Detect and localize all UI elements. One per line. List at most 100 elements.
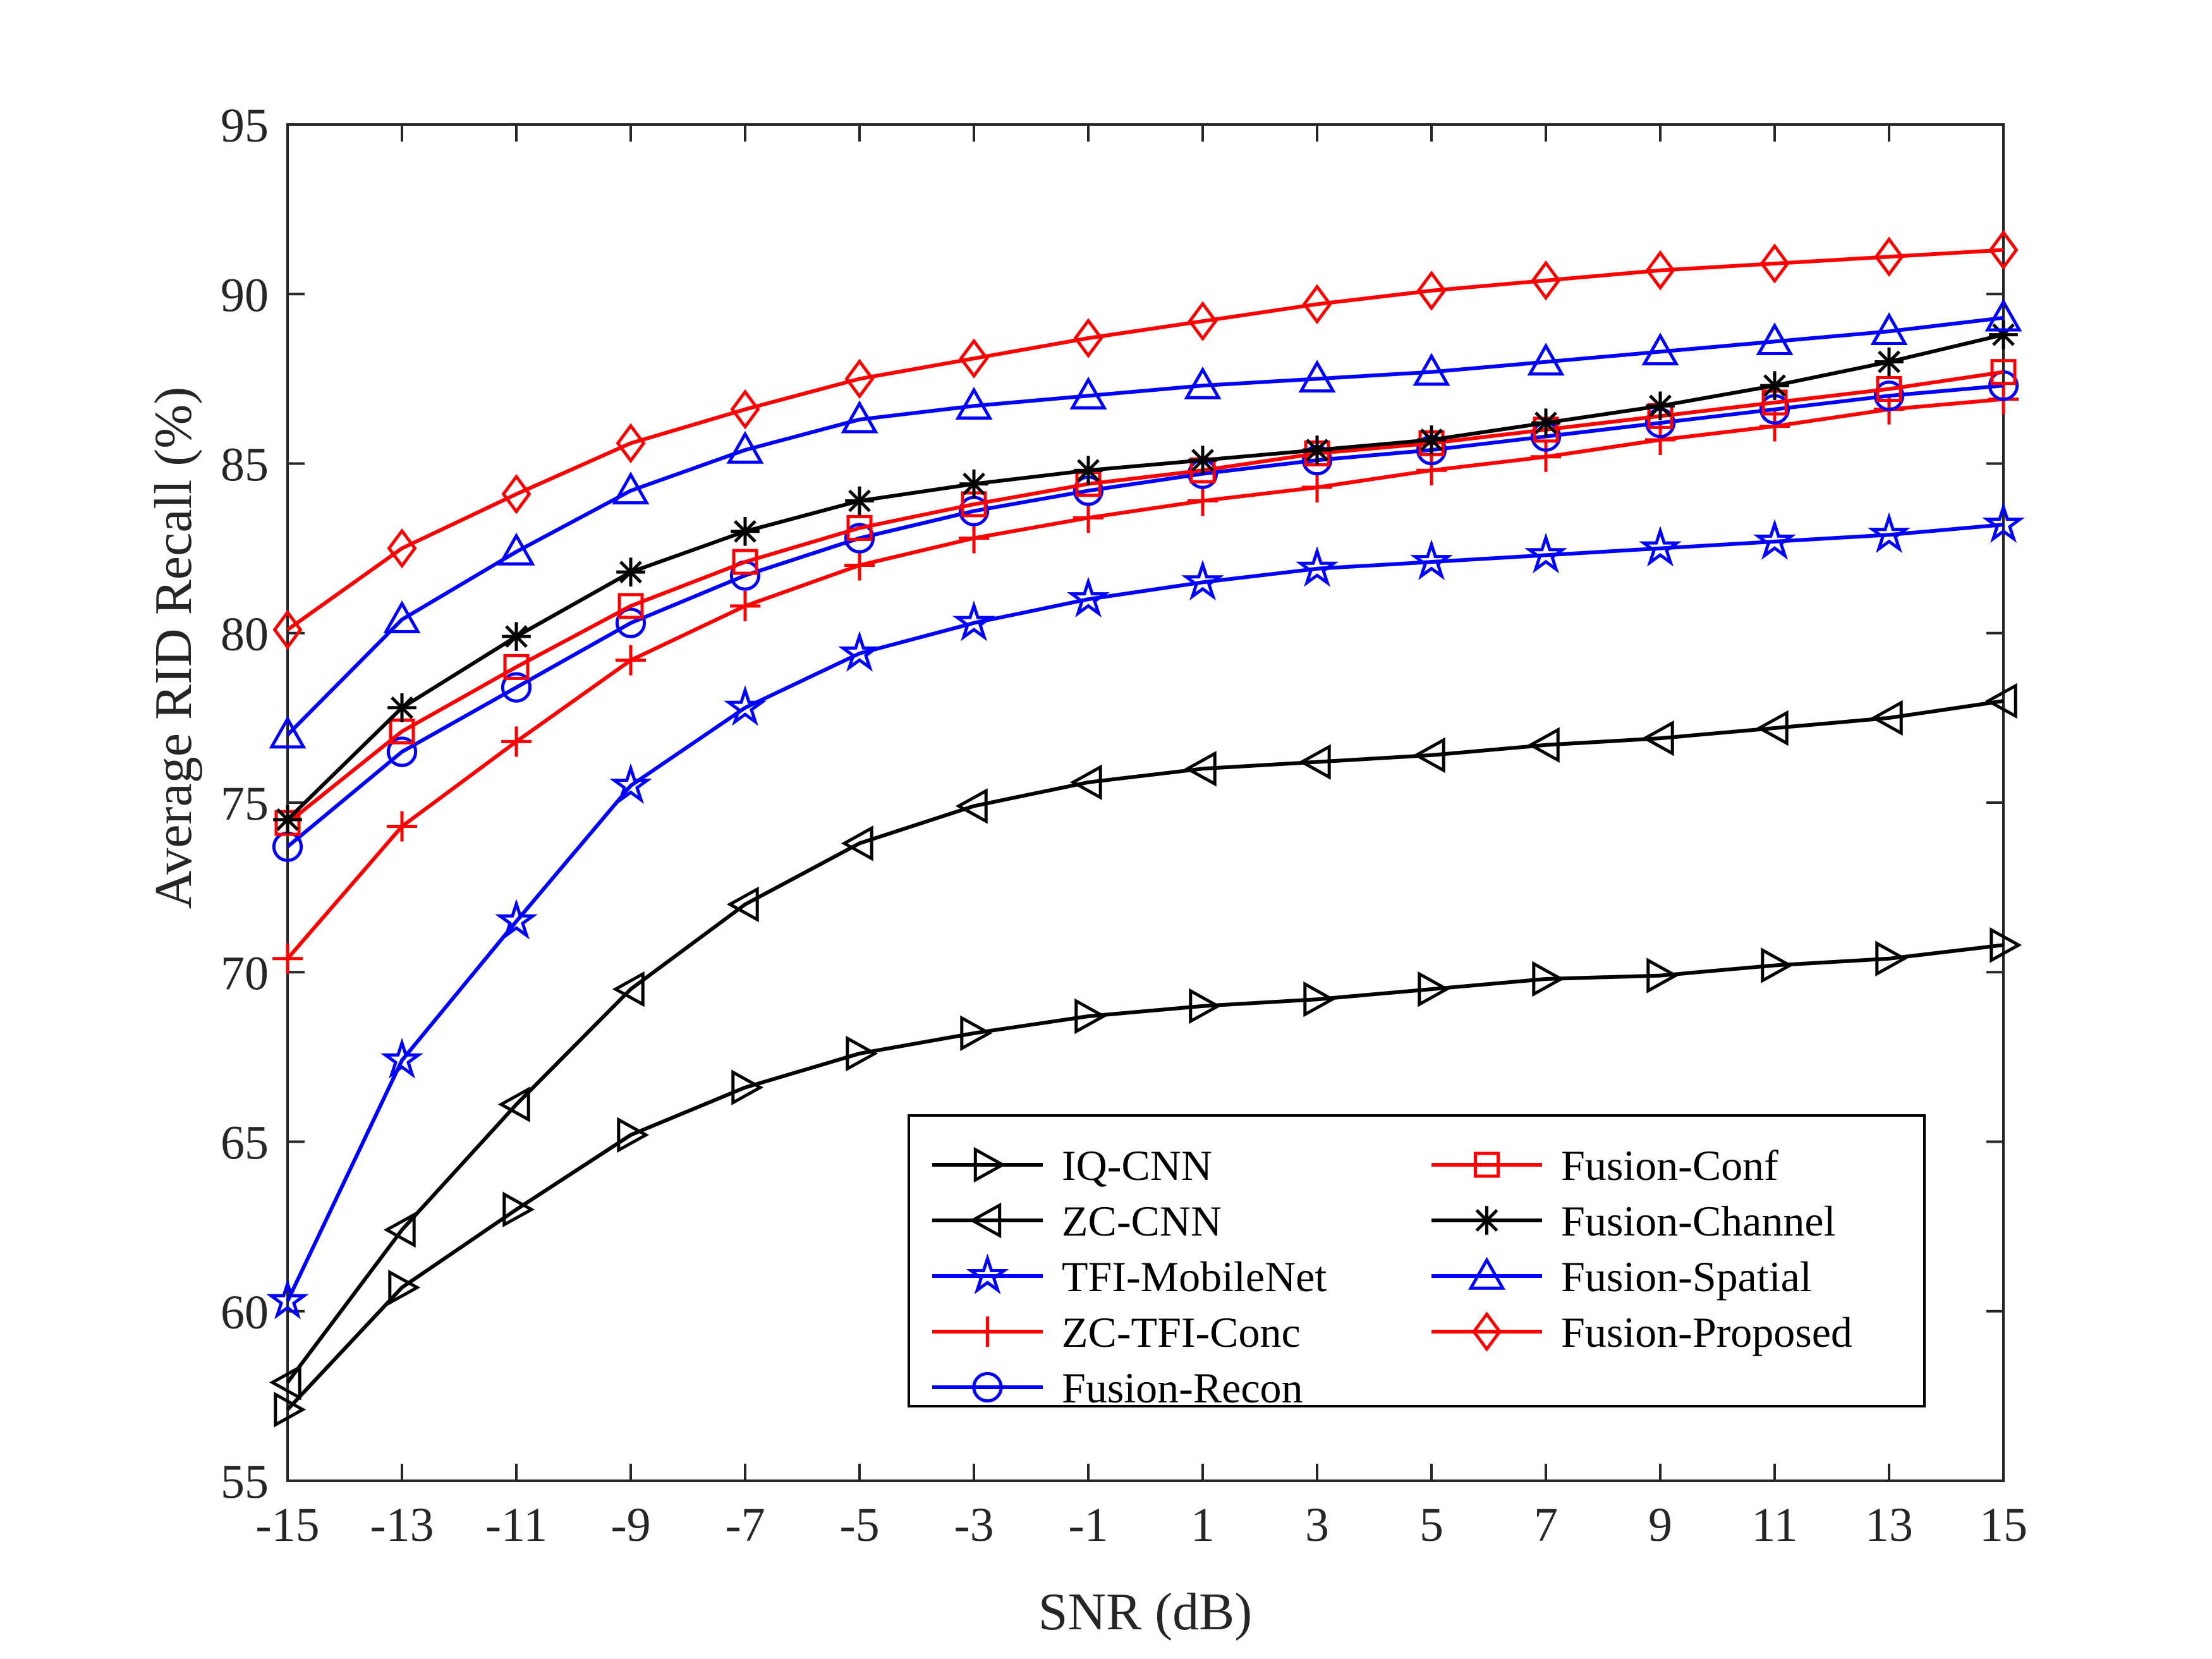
series-line	[286, 332, 2004, 821]
x-tick-label: 5	[1419, 1498, 1443, 1552]
data-point	[387, 528, 417, 569]
legend-items: IQ-CNN ZC-CNN TFI-MobileNet ZC-TFI-Conc Fusi…	[932, 1141, 1852, 1412]
data-point	[1756, 322, 1794, 356]
data-point	[497, 1086, 530, 1122]
data-point	[612, 971, 645, 1007]
data-point	[1876, 375, 1902, 402]
legend-entry: Fusion-Recon	[932, 1364, 1303, 1412]
y-tick-label: 95	[221, 99, 269, 152]
legend-label: Fusion-Recon	[1062, 1364, 1303, 1412]
x-tick-label: 15	[1979, 1498, 2027, 1552]
legend-entry: Fusion-Spatial	[1431, 1253, 1812, 1301]
x-tick-label: -7	[725, 1498, 765, 1552]
data-point	[1418, 971, 1450, 1007]
legend-label: ZC-CNN	[1062, 1197, 1222, 1245]
data-point	[616, 645, 646, 676]
data-point	[1302, 284, 1332, 325]
data-point	[1184, 366, 1222, 399]
legend-entry: ZC-TFI-Conc	[932, 1308, 1301, 1356]
data-point	[1870, 700, 1903, 736]
legend-marker	[1471, 1311, 1502, 1352]
x-tick-label: 13	[1865, 1498, 1913, 1552]
data-point	[383, 1212, 416, 1248]
data-point	[1639, 525, 1682, 567]
data-point	[959, 523, 989, 554]
data-point	[846, 514, 873, 541]
data-point	[1875, 347, 1904, 377]
data-point	[386, 736, 418, 767]
legend-marker	[1468, 1256, 1505, 1290]
data-point	[732, 549, 758, 575]
y-tick-label: 70	[221, 947, 269, 1000]
data-point	[1067, 576, 1110, 617]
x-tick-label: -15	[255, 1498, 319, 1552]
data-point	[1524, 532, 1567, 574]
data-point	[269, 715, 307, 749]
legend-marker	[969, 1202, 1002, 1239]
data-point	[841, 400, 878, 434]
legend-label: TFI-MobileNet	[1062, 1253, 1327, 1301]
data-point	[1181, 559, 1224, 601]
series-fusion-channel	[273, 320, 2018, 834]
data-point	[387, 811, 417, 842]
y-tick-label: 65	[221, 1117, 269, 1170]
data-point	[1189, 988, 1222, 1024]
legend-label: Fusion-Channel	[1561, 1197, 1835, 1245]
data-point	[1074, 456, 1103, 485]
data-point	[266, 1279, 309, 1320]
legend: IQ-CNN ZC-CNN TFI-MobileNet ZC-TFI-Conc Fusi…	[908, 1114, 1926, 1412]
data-point	[1759, 243, 1790, 284]
data-point	[1416, 270, 1447, 311]
y-tick-label: 90	[221, 269, 269, 322]
data-point	[1188, 485, 1218, 516]
x-tick-label: 3	[1305, 1498, 1329, 1552]
data-point	[1646, 391, 1675, 421]
x-tick-label: -3	[954, 1498, 994, 1552]
data-point	[501, 672, 532, 703]
legend-label: Fusion-Spatial	[1561, 1253, 1812, 1301]
data-point	[1303, 981, 1336, 1018]
data-point	[1641, 720, 1674, 757]
legend-entry: Fusion-Conf	[1431, 1141, 1778, 1189]
data-point	[726, 430, 764, 464]
data-point	[617, 593, 644, 619]
data-point	[497, 532, 535, 566]
data-point	[1416, 455, 1447, 486]
data-point	[1868, 512, 1911, 554]
data-point	[1760, 371, 1789, 400]
y-axis: 55 60 65 70 75 80 85 90 95	[221, 99, 2003, 1509]
x-axis-title: SNR (dB)	[1038, 1583, 1252, 1641]
series-line	[286, 699, 2004, 1384]
data-point	[1527, 343, 1565, 376]
data-point	[1531, 441, 1561, 472]
data-point	[1303, 435, 1332, 465]
data-point	[1069, 764, 1102, 801]
series-fusion-spatial	[269, 298, 2022, 749]
legend-entry: Fusion-Channel	[1431, 1197, 1835, 1245]
data-point	[1531, 408, 1560, 437]
data-point	[1527, 727, 1560, 763]
data-point	[1873, 380, 1905, 411]
data-point	[844, 550, 875, 581]
data-point	[1413, 737, 1445, 774]
legend-marker	[966, 1253, 1009, 1294]
data-point	[1073, 318, 1103, 358]
x-tick-label: -1	[1068, 1498, 1108, 1552]
x-tick-label: -9	[611, 1498, 650, 1552]
data-point	[1298, 360, 1336, 393]
data-point	[1645, 250, 1675, 291]
data-point	[495, 899, 538, 940]
legend-marker	[973, 1146, 1006, 1183]
data-point	[612, 471, 650, 505]
data-point	[1988, 229, 2019, 270]
data-point	[955, 387, 993, 420]
data-point	[1753, 519, 1796, 560]
data-point	[730, 389, 760, 430]
legend-label: Fusion-Proposed	[1561, 1308, 1852, 1356]
legend-entry: Fusion-Proposed	[1431, 1308, 1852, 1356]
data-point	[846, 1035, 878, 1072]
data-point	[1870, 312, 1908, 345]
series-tfi-mobilenet	[266, 502, 2025, 1320]
data-point	[845, 486, 874, 516]
